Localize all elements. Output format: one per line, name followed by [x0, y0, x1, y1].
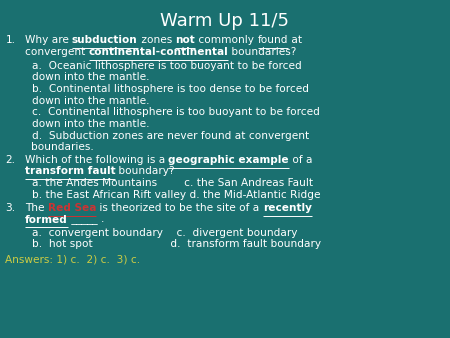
Text: zones: zones [138, 35, 176, 46]
Text: Which of the following is a: Which of the following is a [25, 155, 168, 165]
Text: b.  Continental lithosphere is too dense to be forced: b. Continental lithosphere is too dense … [32, 84, 309, 95]
Text: Red Sea: Red Sea [48, 203, 96, 214]
Text: 2.: 2. [5, 155, 15, 165]
Text: is theorized to be the site of a: is theorized to be the site of a [96, 203, 263, 214]
Text: subduction: subduction [72, 35, 138, 46]
Text: down into the mantle.: down into the mantle. [32, 72, 149, 82]
Text: found: found [257, 35, 288, 46]
Text: boundary?: boundary? [115, 166, 175, 176]
Text: down into the mantle.: down into the mantle. [32, 96, 149, 106]
Text: Answers: 1) c.  2) c.  3) c.: Answers: 1) c. 2) c. 3) c. [5, 254, 140, 264]
Text: The: The [25, 203, 48, 214]
Text: boundaries.: boundaries. [32, 142, 94, 152]
Text: at: at [288, 35, 302, 46]
Text: convergent: convergent [25, 47, 89, 57]
Text: 3.: 3. [5, 203, 15, 214]
Text: geographic example: geographic example [168, 155, 289, 165]
Text: b. the East African Rift valley d. the Mid-Atlantic Ridge: b. the East African Rift valley d. the M… [32, 190, 320, 200]
Text: a.  Oceanic lithosphere is too buoyant to be forced: a. Oceanic lithosphere is too buoyant to… [32, 61, 301, 71]
Text: _____ .: _____ . [68, 215, 104, 225]
Text: formed: formed [25, 215, 68, 225]
Text: down into the mantle.: down into the mantle. [32, 119, 149, 129]
Text: commonly: commonly [195, 35, 257, 46]
Text: Why are: Why are [25, 35, 72, 46]
Text: of a: of a [289, 155, 312, 165]
Text: Warm Up 11/5: Warm Up 11/5 [161, 12, 289, 30]
Text: continental-continental: continental-continental [89, 47, 228, 57]
Text: boundaries?: boundaries? [228, 47, 297, 57]
Text: c.  Continental lithosphere is too buoyant to be forced: c. Continental lithosphere is too buoyan… [32, 107, 319, 118]
Text: 1.: 1. [5, 35, 15, 46]
Text: recently: recently [263, 203, 311, 214]
Text: d.  Subduction zones are never found at convergent: d. Subduction zones are never found at c… [32, 131, 309, 141]
Text: a.  convergent boundary    c.  divergent boundary: a. convergent boundary c. divergent boun… [32, 228, 297, 238]
Text: a. the Andes Mountains        c. the San Andreas Fault: a. the Andes Mountains c. the San Andrea… [32, 178, 313, 189]
Text: b.  hot spot                       d.  transform fault boundary: b. hot spot d. transform fault boundary [32, 239, 320, 249]
Text: transform fault: transform fault [25, 166, 115, 176]
Text: not: not [176, 35, 195, 46]
